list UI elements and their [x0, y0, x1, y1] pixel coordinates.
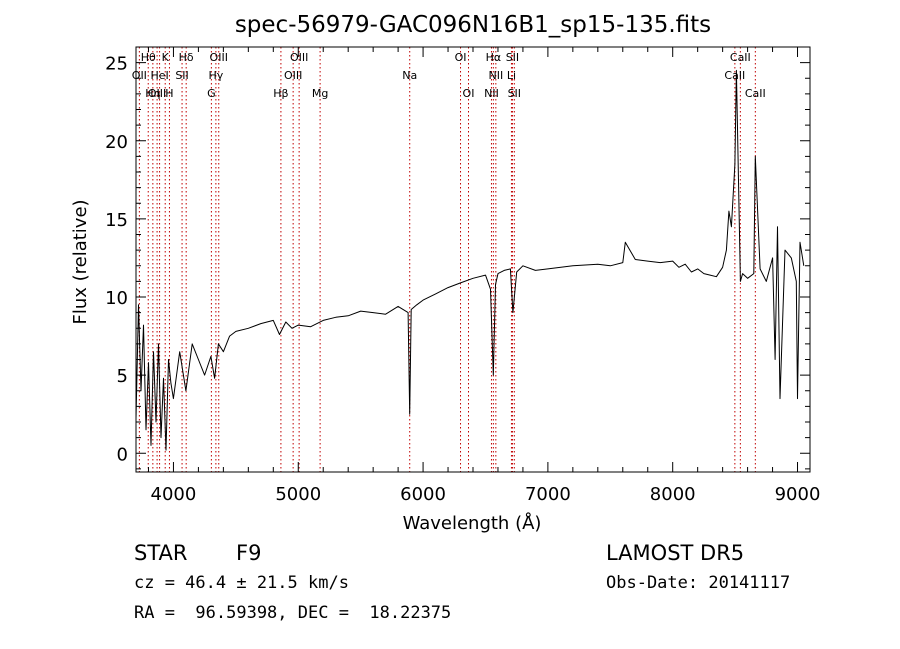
- spectral-line-label: Na: [402, 69, 417, 82]
- spectral-line-label: NII: [488, 69, 503, 82]
- spectral-line-label: OII: [132, 69, 147, 82]
- spectral-line-label: SII: [175, 69, 188, 82]
- y-tick-label: 5: [117, 366, 128, 387]
- object-type: STAR: [134, 541, 188, 565]
- x-tick-label: 9000: [775, 484, 821, 505]
- x-tick-label: 5000: [275, 484, 321, 505]
- spectral-line-label: SII: [506, 51, 519, 64]
- spectral-line-markers: [138, 47, 756, 472]
- spectral-line-label: Li: [507, 69, 516, 82]
- spectrum-series-line: [135, 69, 805, 451]
- chart-title: spec-56979-GAC096N16B1_sp15-135.fits: [235, 12, 711, 38]
- spectral-line-label: SII: [508, 87, 521, 100]
- observation-date: Obs-Date: 20141117: [606, 573, 791, 593]
- redshift-value: cz = 46.4 ± 21.5 km/s: [134, 573, 349, 593]
- survey-name: LAMOST DR5: [606, 541, 745, 565]
- y-axis-label: Flux (relative): [70, 199, 91, 324]
- x-axis: 4000 5000 6000 7000 8000 9000: [147, 47, 821, 505]
- spectral-line-label: OI: [463, 87, 475, 100]
- spectral-line-label: Mg: [312, 87, 328, 100]
- spectral-line-label: NII: [484, 87, 499, 100]
- spectral-line-label: Hδ: [179, 51, 194, 64]
- spectral-line-label: HeI: [150, 69, 168, 82]
- y-axis: 0 5 10 15 20 25: [105, 46, 810, 470]
- spectral-line-label: CaII: [730, 51, 751, 64]
- spectral-line-label: OIII: [290, 51, 308, 64]
- spectral-line-label: OIII: [284, 69, 302, 82]
- x-tick-label: 7000: [525, 484, 571, 505]
- x-tick-label: 8000: [650, 484, 696, 505]
- x-tick-label: 6000: [400, 484, 446, 505]
- x-axis-label: Wavelength (Å): [403, 512, 542, 534]
- sky-coordinates: RA = 96.59398, DEC = 18.22375: [134, 603, 452, 623]
- spectral-line-label: CaII: [724, 69, 745, 82]
- y-tick-label: 20: [105, 132, 128, 153]
- y-tick-label: 0: [117, 444, 128, 465]
- spectral-line-label: Hη: [145, 87, 160, 100]
- spectral-subclass: F9: [236, 541, 262, 565]
- spectral-line-label: Hγ: [208, 69, 223, 82]
- spectral-line-label: OIII: [148, 87, 166, 100]
- y-tick-label: 15: [105, 210, 128, 231]
- y-tick-label: 10: [105, 288, 128, 309]
- x-tick-label: 4000: [151, 484, 197, 505]
- spectral-line-label: K: [162, 51, 170, 64]
- spectral-line-label: H: [165, 87, 173, 100]
- spectral-line-label: CaII: [745, 87, 766, 100]
- plot-frame: [135, 46, 811, 473]
- spectral-line-label: OIII: [210, 51, 228, 64]
- spectral-line-label: Hθ: [141, 51, 156, 64]
- y-tick-label: 25: [105, 54, 128, 75]
- spectral-line-label: Hα: [486, 51, 502, 64]
- spectral-line-label: Hβ: [273, 87, 288, 100]
- spectral-line-labels: Hθ K Hδ OIII OIII OI Hα SII CaII OII HeI SII Hγ OIII N…: [132, 51, 766, 100]
- spectral-line-label: G: [207, 87, 216, 100]
- spectral-line-label: OI: [455, 51, 467, 64]
